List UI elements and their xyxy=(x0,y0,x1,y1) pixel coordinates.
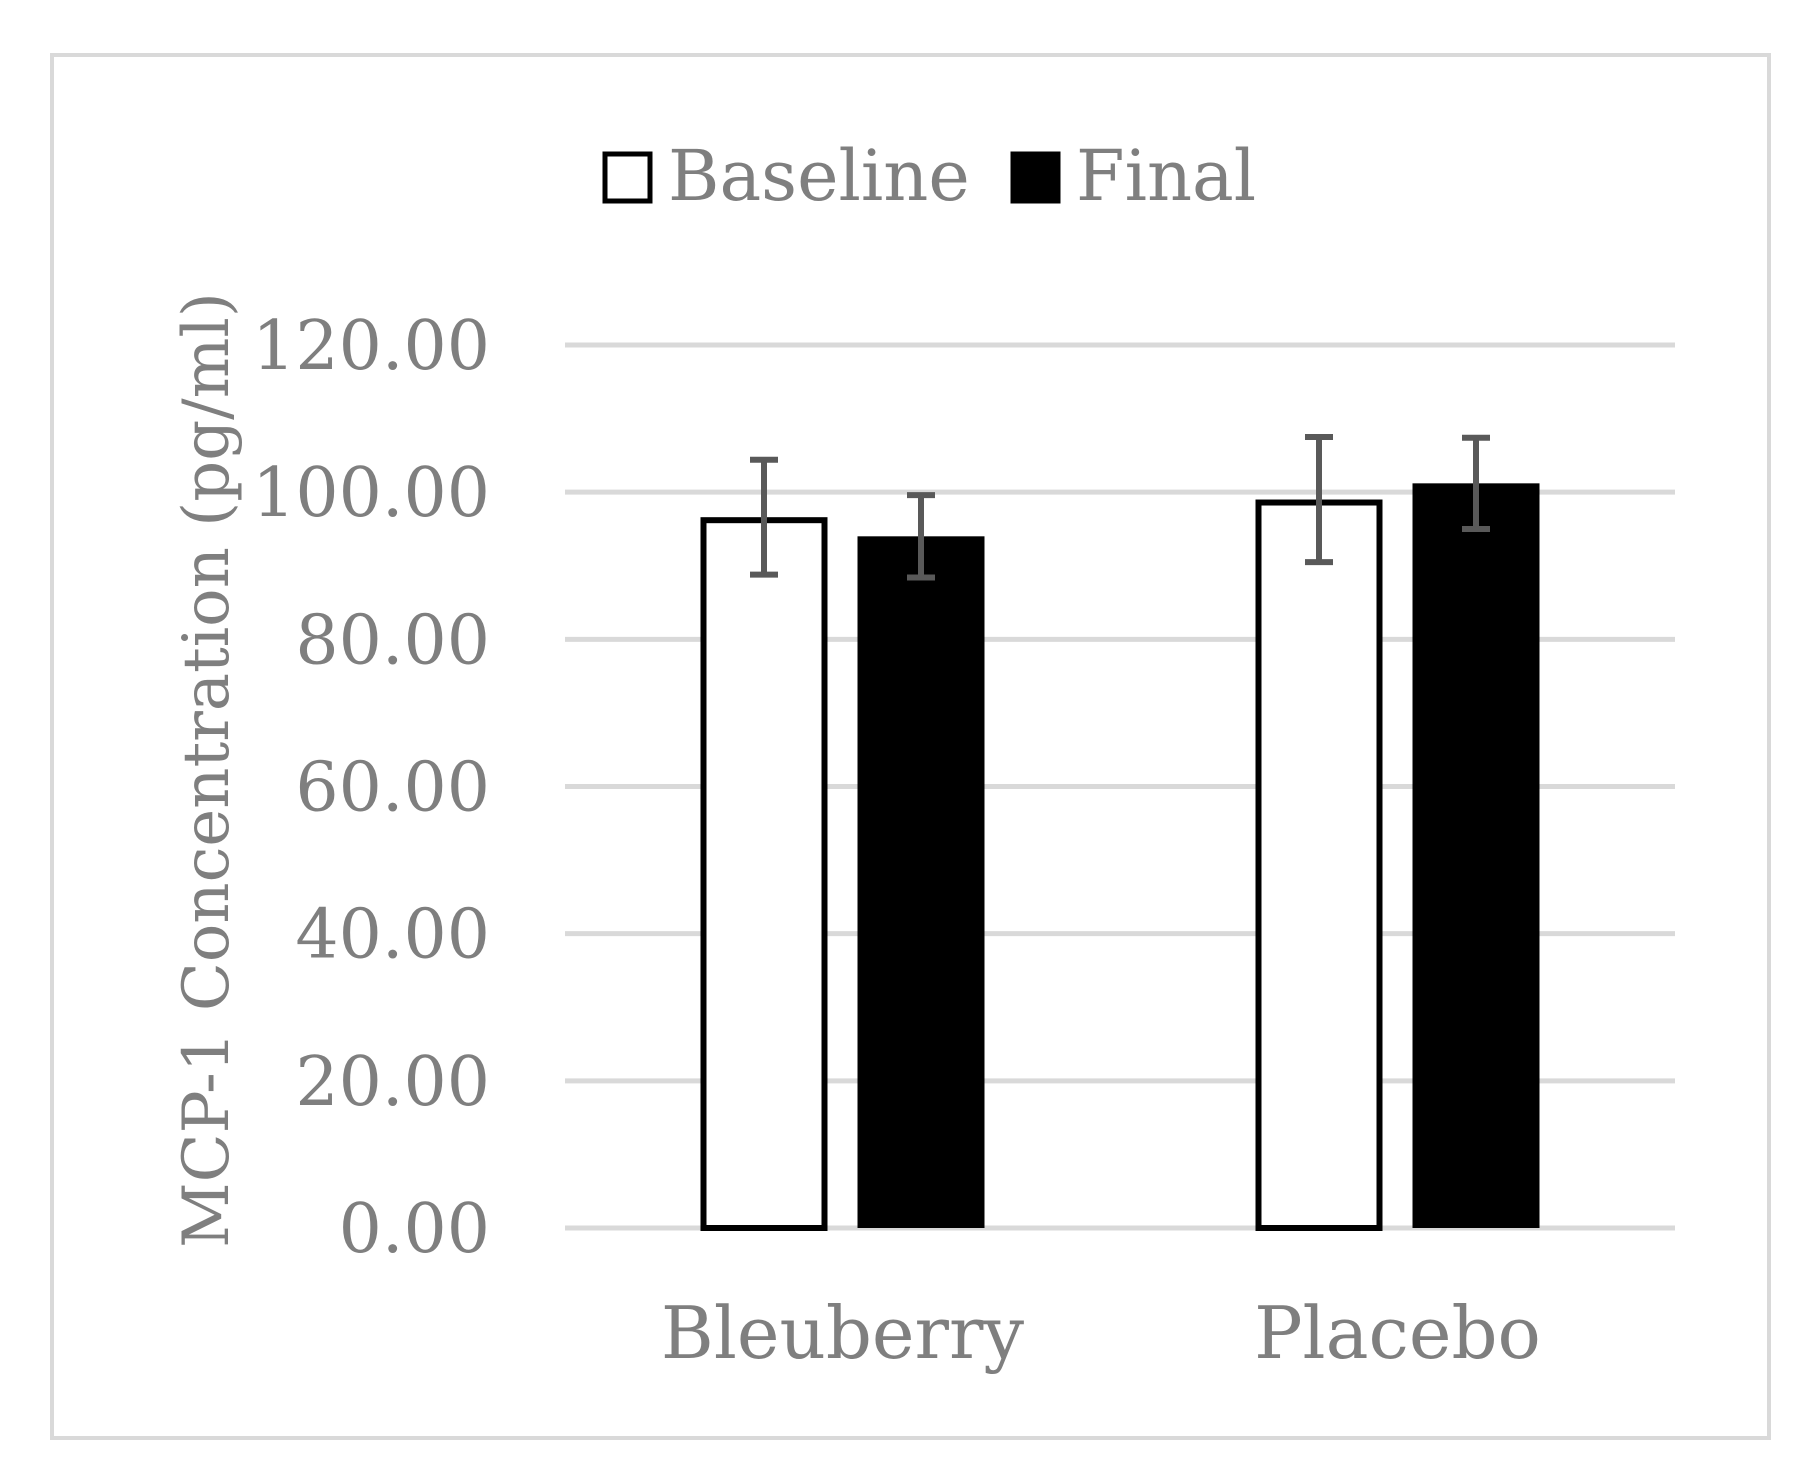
bar-final-placebo xyxy=(1412,483,1540,1228)
error-bar-baseline-placebo xyxy=(1305,433,1333,566)
x-category-label: Placebo xyxy=(1254,1291,1541,1375)
y-tick-label: 120.00 xyxy=(252,307,490,386)
y-axis-title: MCP-1 Concentration (pg/ml) xyxy=(170,292,244,1248)
bars xyxy=(700,483,1540,1231)
x-axis-category-labels: Bleuberry Placebo xyxy=(661,1291,1541,1375)
bar-baseline-placebo xyxy=(1255,499,1383,1231)
error-bar-baseline-bleuberry xyxy=(750,456,778,578)
x-category-label: Bleuberry xyxy=(661,1291,1024,1375)
y-tick-label: 40.00 xyxy=(295,896,490,975)
legend: Baseline Final xyxy=(602,135,1256,217)
bar-baseline-bleuberry xyxy=(700,517,828,1231)
bar-final-bleuberry xyxy=(857,536,985,1228)
error-bars xyxy=(750,433,1490,581)
y-tick-label: 80.00 xyxy=(295,601,490,680)
legend-label-baseline: Baseline xyxy=(668,135,970,217)
y-tick-label: 0.00 xyxy=(339,1190,490,1269)
y-tick-label: 60.00 xyxy=(295,749,490,828)
legend-swatch-final xyxy=(1010,151,1061,204)
y-tick-label: 100.00 xyxy=(252,454,490,533)
y-axis-tick-labels: 0.00 20.00 40.00 60.00 80.00 100.00 120.00 xyxy=(252,307,490,1269)
error-bar-final-placebo xyxy=(1462,434,1490,532)
error-bar-final-bleuberry xyxy=(907,492,935,581)
legend-swatch-baseline xyxy=(602,151,653,204)
legend-label-final: Final xyxy=(1076,135,1256,217)
y-tick-label: 20.00 xyxy=(295,1043,490,1122)
